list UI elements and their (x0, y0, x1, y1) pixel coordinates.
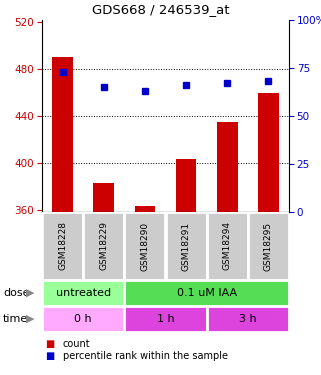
Text: percentile rank within the sample: percentile rank within the sample (63, 351, 228, 361)
Text: GSM18228: GSM18228 (58, 222, 67, 270)
Bar (166, 212, 207, 280)
Text: GSM18229: GSM18229 (99, 222, 108, 270)
Text: GSM18290: GSM18290 (140, 221, 149, 271)
Bar (42, 212, 83, 280)
Bar (207, 306, 289, 332)
Text: ■: ■ (45, 339, 55, 349)
Text: 1 h: 1 h (157, 314, 174, 324)
Text: GSM18295: GSM18295 (264, 221, 273, 271)
Text: ▶: ▶ (26, 288, 35, 298)
Bar (124, 280, 289, 306)
Text: time: time (3, 314, 29, 324)
Bar (248, 212, 289, 280)
Bar (124, 212, 166, 280)
Bar (42, 306, 124, 332)
Bar (258, 93, 279, 212)
Text: GDS668 / 246539_at: GDS668 / 246539_at (92, 3, 229, 16)
Bar (83, 212, 124, 280)
Text: GSM18294: GSM18294 (223, 222, 232, 270)
Bar (207, 212, 248, 280)
Text: ▶: ▶ (26, 314, 35, 324)
Bar (176, 159, 196, 212)
Text: count: count (63, 339, 91, 349)
Text: dose: dose (3, 288, 30, 298)
Bar (124, 306, 207, 332)
Bar (93, 183, 114, 212)
Text: 3 h: 3 h (239, 314, 257, 324)
Bar (134, 206, 155, 212)
Text: 0 h: 0 h (74, 314, 92, 324)
Text: GSM18291: GSM18291 (182, 221, 191, 271)
Bar (42, 280, 124, 306)
Bar (217, 122, 238, 212)
Text: untreated: untreated (56, 288, 111, 298)
Bar (52, 57, 73, 212)
Text: 0.1 uM IAA: 0.1 uM IAA (177, 288, 237, 298)
Text: ■: ■ (45, 351, 55, 361)
